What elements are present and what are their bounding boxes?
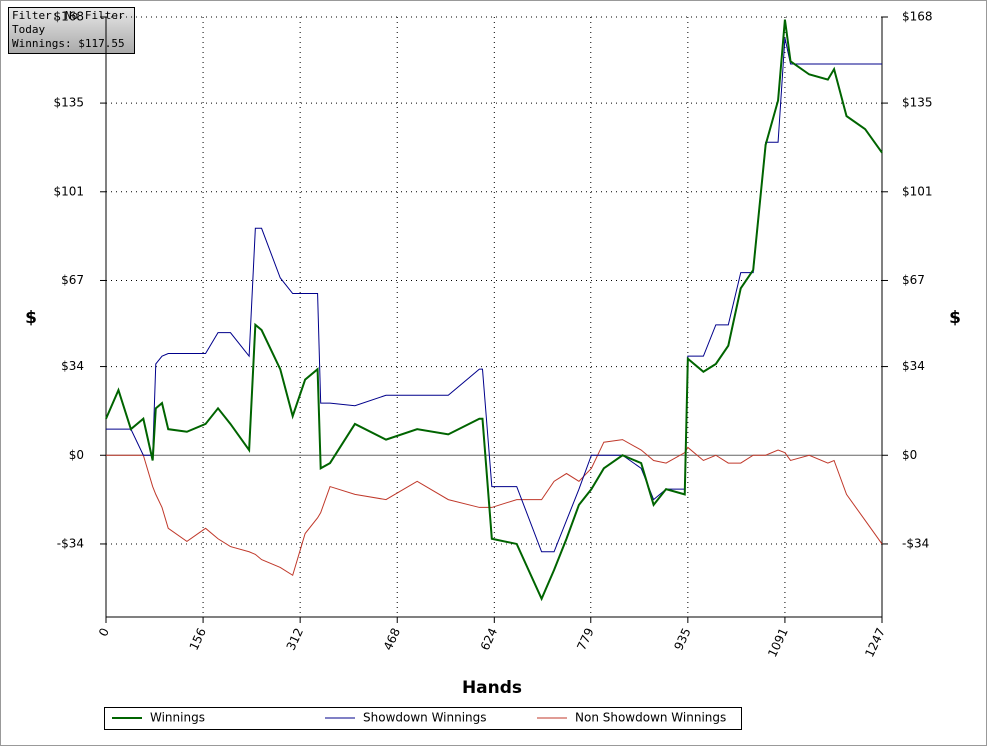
y2-axis-label: $ bbox=[949, 308, 961, 328]
legend-label: Showdown Winnings bbox=[363, 711, 487, 725]
y-tick-label: $34 bbox=[61, 359, 84, 373]
info-background bbox=[8, 7, 135, 54]
axes bbox=[105, 17, 883, 618]
series-line bbox=[106, 439, 883, 577]
series-line bbox=[105, 19, 883, 602]
y-tick-label: $168 bbox=[53, 10, 84, 24]
y-tick-label: $67 bbox=[61, 273, 84, 287]
y2-tick-label: $0 bbox=[902, 448, 917, 462]
x-axis-label: Hands bbox=[462, 678, 522, 698]
legend-label: Winnings bbox=[150, 711, 205, 725]
info-line: Filter: No Filter bbox=[12, 9, 125, 22]
y2-tick-label: -$34 bbox=[902, 536, 929, 550]
y2-tick-label: $135 bbox=[902, 96, 933, 110]
y-tick-label: $135 bbox=[53, 96, 84, 110]
legend bbox=[104, 707, 742, 730]
y-tick-label: $0 bbox=[69, 448, 84, 462]
info-line: Winnings: $117.55 bbox=[12, 37, 125, 50]
y2-tick-label: $34 bbox=[902, 359, 925, 373]
info-line: Today bbox=[12, 23, 45, 36]
y-tick-label: $101 bbox=[53, 184, 84, 198]
y2-tick-label: $101 bbox=[902, 184, 933, 198]
info-box: Filter: No Filter Today Winnings: $117.5… bbox=[8, 7, 135, 54]
y2-tick-label: $168 bbox=[902, 10, 933, 24]
y-tick-label: -$34 bbox=[57, 536, 84, 550]
legend-label: Non Showdown Winnings bbox=[575, 711, 726, 725]
y-axis-label: $ bbox=[25, 308, 37, 328]
y2-tick-label: $67 bbox=[902, 273, 925, 287]
